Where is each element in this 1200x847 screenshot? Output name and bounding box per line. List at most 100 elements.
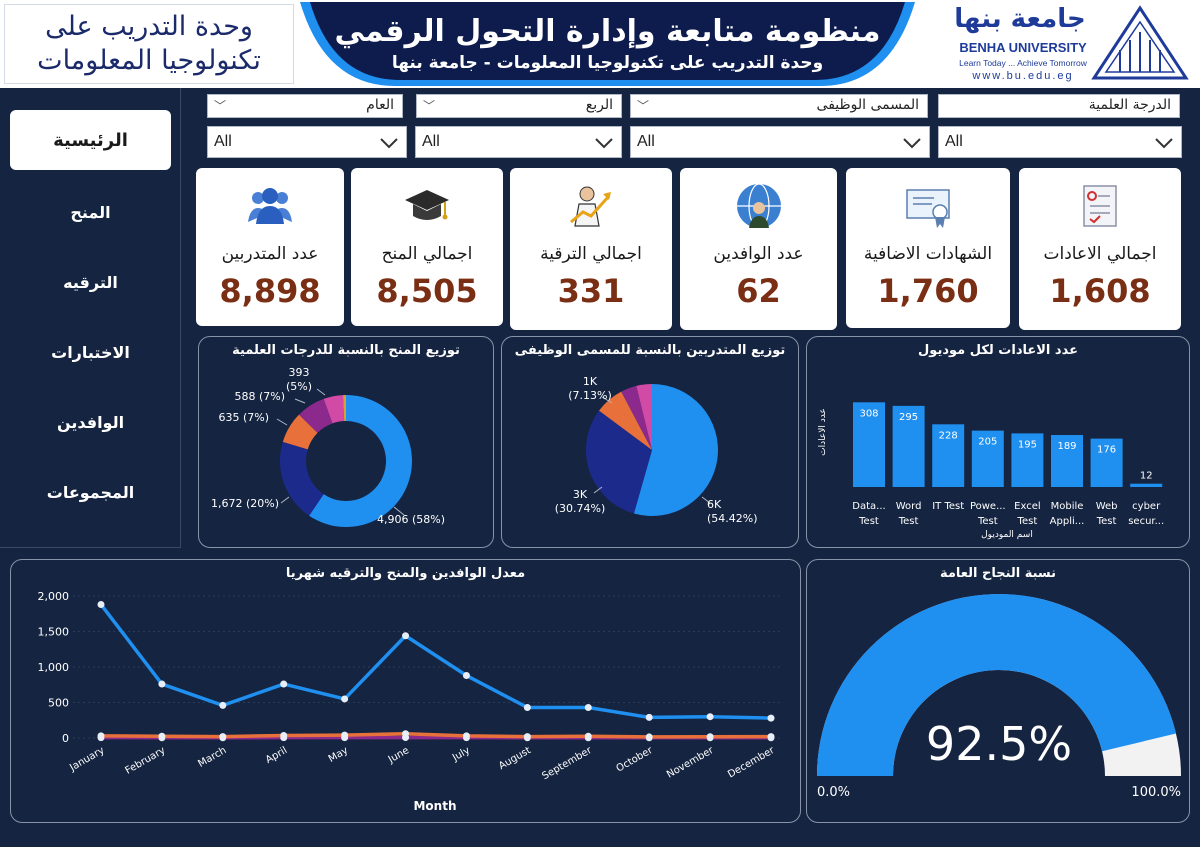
x-tick-label: June [386,745,411,766]
filter-quarter-label-text: الربع [585,97,613,113]
monthly-rate-title: معدل الوافدين والمنح والترقيه شهريا [285,566,526,581]
series-point [341,695,349,703]
filter-jobtitle-select[interactable]: All [630,126,930,158]
filter-quarter-value: All [422,133,440,150]
filter-jobtitle-label-text: المسمى الوظيفى [816,97,919,113]
kpi-expats-value: 62 [736,272,781,310]
logo-name-ar: جامعة بنها [954,4,1086,34]
series-point [219,733,227,741]
y-tick-label: 1,000 [38,661,70,674]
globe-person-icon [736,183,781,229]
bar [1090,438,1123,487]
nav-exams[interactable]: الاختبارات [51,342,130,362]
x-tick-label: September [540,745,594,783]
university-emblem-icon [1091,5,1189,80]
certificate-icon [906,189,950,228]
bar-category-label: Test [977,516,998,527]
pie-slice-label: (30.74%) [555,502,606,515]
x-tick-label: December [726,745,777,781]
pie-slice [621,385,652,450]
kpi-grants-label: اجمالي المنح [381,244,473,264]
kpi-extra-certificates-label: الشهادات الاضافية [863,244,993,264]
bar-y-axis-label: عدد الاعادات [818,408,828,456]
series-point [97,601,105,609]
promotion-icon [570,186,611,227]
kpi-grants: اجمالي المنح 8,505 [351,168,503,326]
pie-leader-line [393,506,405,516]
bar-category-label: secur... [1128,516,1164,527]
grants-by-degree-title: توزيع المنح بالنسبة للدرجات العلمية [232,343,460,358]
series-line [99,603,772,720]
kpi-expats: عدد الوافدين 62 [680,168,837,330]
bar-category-label: Test [898,516,919,527]
exam-paper-icon [1083,185,1117,227]
kpi-promotion-value: 331 [557,272,625,310]
nav-home[interactable]: الرئيسية [10,110,171,170]
series-point [158,680,166,688]
x-axis-label: Month [413,799,456,813]
pie-slice [633,384,718,516]
filter-year-label[interactable]: العام ﹀ [207,94,403,118]
chevron-down-icon: ﹀ [637,99,650,113]
gauge-fill [817,594,1176,776]
trainees-by-jobtitle-chart: 6K(54.42%) 3K(30.74%) 1K(7.13%) [555,375,758,525]
filter-degree-select[interactable]: All [938,126,1182,158]
bar [1051,435,1083,487]
filter-year-select[interactable]: All [207,126,407,158]
series-point [645,713,653,721]
pie-slice-label: 635 (7%) [218,411,269,424]
logo-tagline: Learn Today ... Achieve Tomorrow [959,58,1087,68]
pie-leader-line [601,396,613,404]
pie-slice-label: (5%) [286,380,312,393]
bar-category-label: Appli... [1050,516,1085,527]
x-tick-label: February [124,745,168,777]
pie-leader-line [593,486,603,494]
success-rate-gauge: 92.5% 0.0% 100.0% [817,594,1181,800]
kpi-trainees-value: 8,898 [219,272,321,310]
y-tick-label: 500 [48,697,69,710]
series-point [706,713,714,721]
x-tick-label: November [665,745,716,781]
pie-slice [282,414,318,450]
gauge-min-label: 0.0% [817,785,850,800]
series-point [523,703,531,711]
series-point [219,701,227,709]
graduation-cap-icon [405,190,449,220]
nav-grants[interactable]: المنح [70,202,111,222]
chevron-down-icon: ﹀ [423,99,436,113]
bar-category-label: Web [1096,501,1118,512]
pie-slice [280,441,324,516]
bar-category-label: Test [1017,516,1038,527]
pie-slice-label: (7.13%) [568,389,612,402]
kpi-retakes: اجمالي الاعادات 1,608 [1019,168,1181,330]
series-point [280,680,288,688]
series-point [584,703,592,711]
success-rate-title: نسبة النجاح العامة [939,566,1057,581]
filter-quarter-label[interactable]: الربع ﹀ [416,94,622,118]
pie-slice-label: 6K [707,498,722,511]
bar-category-label: Data... [852,501,885,512]
people-icon [248,188,292,224]
kpi-grants-value: 8,505 [376,272,478,310]
nav-groups[interactable]: المجموعات [46,482,135,502]
filter-degree-label[interactable]: الدرجة العلمية [938,94,1180,118]
bar-x-axis-label: اسم الموديول [981,530,1033,540]
unit-title-box: وحدة التدريب على تكنولوجيا المعلومات [4,4,294,84]
kpi-extra-certificates-value: 1,760 [877,272,979,310]
logo-url: www.bu.edu.eg [972,70,1074,82]
nav-expats[interactable]: الوافدين [56,412,125,432]
filter-quarter-select[interactable]: All [415,126,622,158]
bar-category-label: Test [1096,516,1117,527]
filter-degree-value: All [945,133,963,150]
trainees-by-jobtitle-title: توزيع المتدربين بالنسبة للمسمى الوظيفى [514,343,786,358]
series-point [402,632,410,640]
filter-jobtitle-label[interactable]: المسمى الوظيفى ﹀ [630,94,928,118]
pie-slice-label: 3K [573,488,588,501]
kpi-extra-certificates: الشهادات الاضافية 1,760 [846,168,1010,328]
nav-promotion[interactable]: الترقيه [63,272,118,292]
pie-leader-line [280,496,290,504]
series-point [402,730,410,738]
filter-year-value: All [214,133,232,150]
bar-category-label: IT Test [932,501,964,512]
kpi-promotion-label: اجمالي الترقية [540,244,642,264]
